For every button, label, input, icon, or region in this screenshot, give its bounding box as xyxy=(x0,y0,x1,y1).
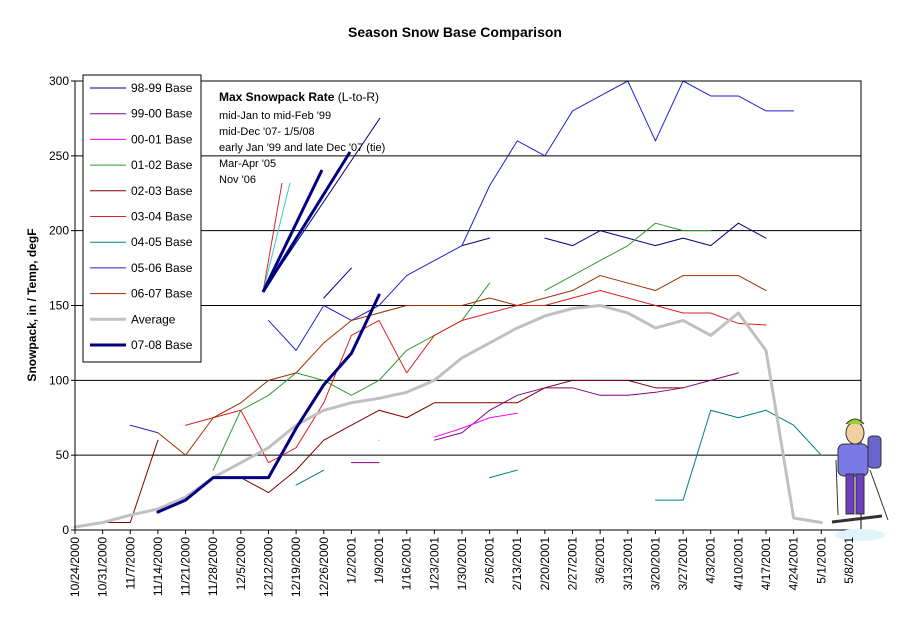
series-line xyxy=(433,372,739,441)
series-line xyxy=(323,267,352,299)
plot-area xyxy=(73,80,823,529)
x-tick-label: 10/24/2000 xyxy=(68,537,82,597)
legend-label: 00-01 Base xyxy=(131,132,193,146)
x-tick-label: 12/12/2000 xyxy=(261,537,275,597)
series-line xyxy=(461,237,491,247)
x-tick-label: 12/5/2000 xyxy=(234,537,248,591)
annotation-heading: Max Snowpack Rate (L-to-R) xyxy=(219,90,379,104)
x-tick-label: 2/13/2001 xyxy=(510,537,524,591)
x-tick-label: 1/30/2001 xyxy=(455,537,469,591)
y-tick-label: 300 xyxy=(49,74,69,88)
x-tick-label: 3/6/2001 xyxy=(593,537,607,584)
x-tick-label: 3/13/2001 xyxy=(621,537,635,591)
y-axis-label: Snowpack, in / Temp, degF xyxy=(25,228,39,381)
legend-label: 04-05 Base xyxy=(131,235,193,249)
series-line xyxy=(102,439,159,524)
x-tick-label: 12/19/2000 xyxy=(289,537,303,597)
series-line xyxy=(185,290,767,464)
y-tick-label: 50 xyxy=(56,448,70,462)
rate-line xyxy=(262,117,381,293)
series-line xyxy=(267,80,795,351)
y-tick-label: 250 xyxy=(49,149,69,163)
legend-label: 02-03 Base xyxy=(131,184,193,198)
plot-border xyxy=(74,80,862,531)
x-tick-label: 5/8/2001 xyxy=(842,537,856,584)
annotation-title: Max Snowpack Rate xyxy=(219,90,335,104)
y-tick-label: 200 xyxy=(49,224,69,238)
rate-lines xyxy=(261,117,381,293)
x-tick-label: 1/23/2001 xyxy=(427,537,441,591)
legend-label: 98-99 Base xyxy=(131,81,193,95)
series-line xyxy=(212,282,491,471)
legend-label: 01-02 Base xyxy=(131,158,193,172)
series-line xyxy=(129,424,159,434)
series-line xyxy=(544,222,767,247)
annotation-line: mid-Jan to mid-Feb '99 xyxy=(219,110,331,122)
annotation: Max Snowpack Rate (L-to-R) mid-Jan to mi… xyxy=(219,90,385,186)
x-tick-label: 1/2/2001 xyxy=(344,537,358,584)
x-tick-label: 12/26/2000 xyxy=(317,537,331,597)
legend-label: 03-04 Base xyxy=(131,210,193,224)
series-line xyxy=(433,412,518,438)
x-tick-label: 11/21/2000 xyxy=(179,537,193,596)
annotation-subtitle: (L-to-R) xyxy=(338,90,379,104)
series-line xyxy=(489,469,518,479)
annotation-line: Mar-Apr '05 xyxy=(219,158,276,170)
legend xyxy=(82,74,202,363)
y-tick-label: 100 xyxy=(49,373,69,387)
series-line xyxy=(544,222,712,292)
x-tick-label: 2/20/2001 xyxy=(538,537,552,591)
x-tick-label: 11/7/2000 xyxy=(123,537,137,590)
rate-line xyxy=(261,169,324,293)
series-line xyxy=(295,469,325,486)
x-tick-label: 4/24/2001 xyxy=(787,537,801,591)
rate-line xyxy=(262,182,283,293)
x-tick-label: 4/3/2001 xyxy=(704,537,718,584)
annotation-line: Nov '06 xyxy=(219,174,256,186)
annotation-line: early Jan '99 and late Dec '07 (tie) xyxy=(219,142,385,154)
y-tick-label: 0 xyxy=(62,523,69,537)
legend-label: 07-08 Base xyxy=(131,338,193,352)
x-tick-label: 11/28/2000 xyxy=(206,537,220,596)
series-line xyxy=(157,275,767,456)
legend-label: 05-06 Base xyxy=(131,261,193,275)
annotation-line: mid-Dec '07- 1/5/08 xyxy=(219,126,315,138)
rate-line xyxy=(261,151,352,293)
legend-label: 06-07 Base xyxy=(131,287,193,301)
x-tick-label: 1/9/2001 xyxy=(372,537,386,584)
x-tick-label: 11/14/2000 xyxy=(151,537,165,596)
skier-icon xyxy=(831,418,889,541)
x-tick-label: 5/1/2001 xyxy=(814,537,828,584)
x-tick-label: 3/27/2001 xyxy=(676,537,690,591)
legend-entries: 98-99 Base 99-00 Base 00-01 Base 01-02 Base… xyxy=(90,81,193,352)
legend-label: 99-00 Base xyxy=(131,107,193,121)
chart-title: Season Snow Base Comparison xyxy=(348,24,562,40)
x-tick-label: 10/31/2000 xyxy=(96,537,110,597)
series-line xyxy=(654,409,822,501)
x-tick-label: 2/6/2001 xyxy=(483,537,497,584)
x-tick-label: 1/16/2001 xyxy=(400,537,414,591)
x-tick-label: 4/17/2001 xyxy=(759,537,773,591)
x-tick-label: 2/27/2001 xyxy=(566,537,580,591)
series-line xyxy=(156,293,381,514)
x-tick-label: 4/10/2001 xyxy=(731,537,745,591)
rate-line xyxy=(262,182,291,293)
legend-label: Average xyxy=(131,312,176,326)
y-tick-label: 150 xyxy=(49,299,69,313)
x-tick-label: 3/20/2001 xyxy=(648,537,662,591)
series-line xyxy=(212,379,684,494)
